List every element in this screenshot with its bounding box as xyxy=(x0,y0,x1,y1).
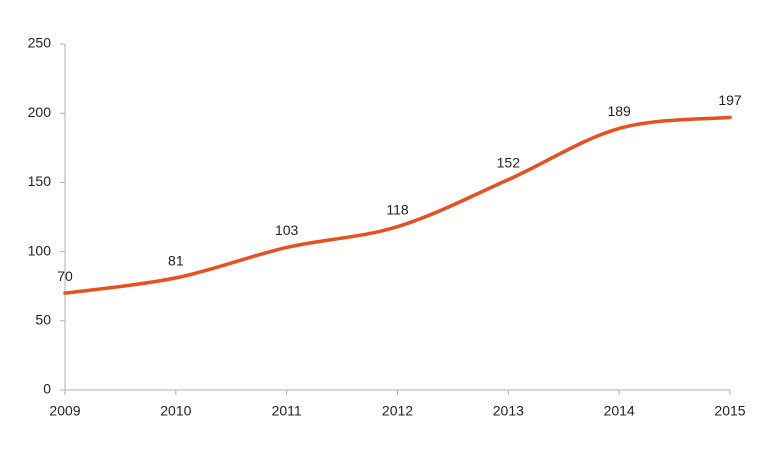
data-label: 103 xyxy=(275,222,299,238)
x-tick-label: 2014 xyxy=(604,403,635,419)
y-tick-label: 200 xyxy=(28,104,52,120)
x-tick-label: 2015 xyxy=(714,403,745,419)
y-tick-label: 150 xyxy=(28,173,52,189)
y-tick-label: 50 xyxy=(35,312,51,328)
x-tick-label: 2012 xyxy=(382,403,413,419)
line xyxy=(63,115,732,295)
data-label: 70 xyxy=(57,268,73,284)
y-tick-label: 250 xyxy=(28,35,52,51)
x-tick-label: 2011 xyxy=(272,403,302,419)
x-tick-label: 2013 xyxy=(493,403,524,419)
data-label: 118 xyxy=(386,201,409,217)
data-label: 81 xyxy=(168,253,184,269)
x-tick-label: 2009 xyxy=(49,403,80,419)
x-tick-label: 2010 xyxy=(160,403,191,419)
y-tick-label: 0 xyxy=(43,381,51,397)
data-label: 189 xyxy=(607,103,631,119)
data-label: 152 xyxy=(497,154,521,170)
data-label: 197 xyxy=(718,92,742,108)
y-tick-label: 100 xyxy=(28,242,52,258)
